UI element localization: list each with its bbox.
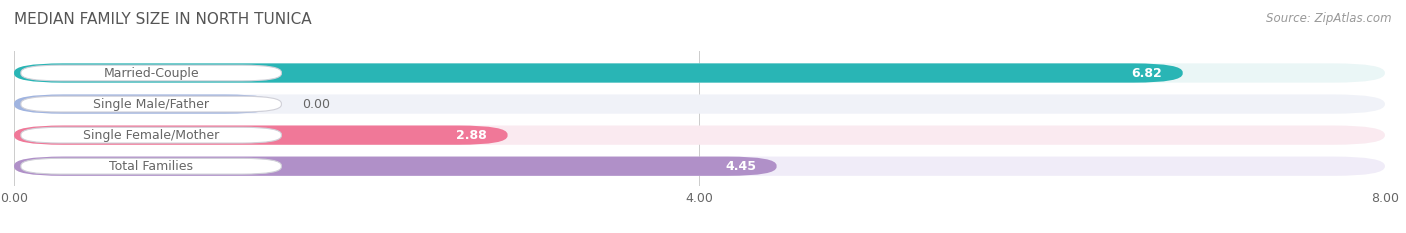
- Text: MEDIAN FAMILY SIZE IN NORTH TUNICA: MEDIAN FAMILY SIZE IN NORTH TUNICA: [14, 12, 312, 27]
- FancyBboxPatch shape: [14, 157, 1385, 176]
- FancyBboxPatch shape: [21, 96, 281, 112]
- Text: Source: ZipAtlas.com: Source: ZipAtlas.com: [1267, 12, 1392, 25]
- Text: Single Male/Father: Single Male/Father: [93, 98, 209, 111]
- Text: 0.00: 0.00: [302, 98, 330, 111]
- FancyBboxPatch shape: [21, 158, 281, 174]
- Text: Total Families: Total Families: [110, 160, 193, 173]
- FancyBboxPatch shape: [21, 127, 281, 143]
- FancyBboxPatch shape: [14, 126, 1385, 145]
- Text: Married-Couple: Married-Couple: [103, 66, 200, 79]
- FancyBboxPatch shape: [14, 63, 1182, 83]
- Text: 2.88: 2.88: [457, 129, 486, 142]
- FancyBboxPatch shape: [14, 94, 274, 114]
- FancyBboxPatch shape: [21, 65, 281, 81]
- FancyBboxPatch shape: [14, 94, 1385, 114]
- FancyBboxPatch shape: [14, 63, 1385, 83]
- Text: 4.45: 4.45: [725, 160, 756, 173]
- Text: Single Female/Mother: Single Female/Mother: [83, 129, 219, 142]
- FancyBboxPatch shape: [14, 126, 508, 145]
- Text: 6.82: 6.82: [1132, 66, 1163, 79]
- FancyBboxPatch shape: [14, 157, 776, 176]
